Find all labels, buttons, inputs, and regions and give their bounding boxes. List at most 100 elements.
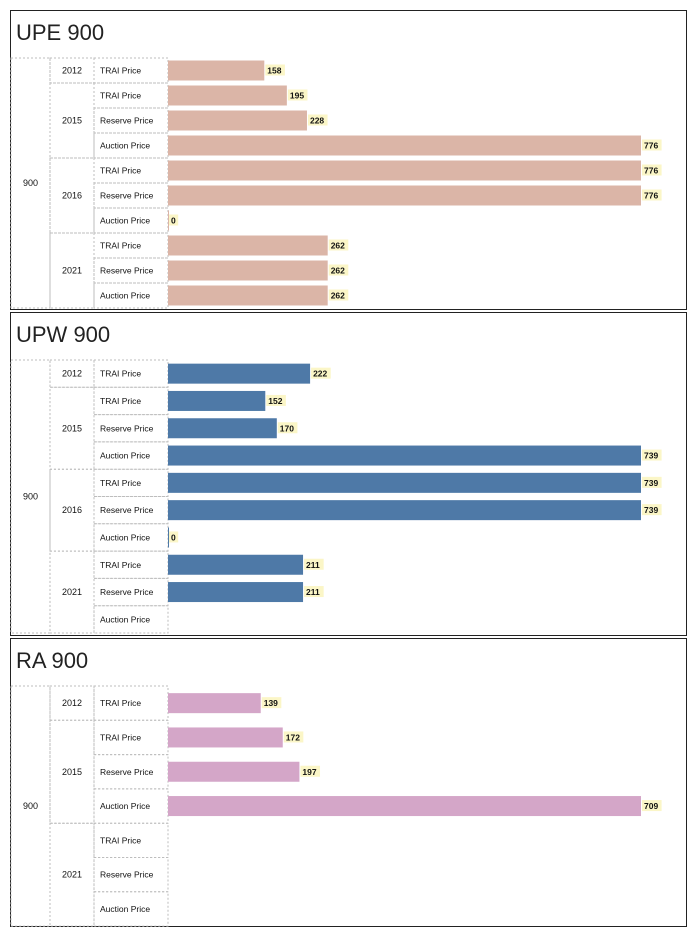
data-label-bg [642,449,662,461]
bar [168,285,328,306]
category-label: TRAI Price [100,396,141,406]
data-label: 195 [290,91,304,101]
bar [168,235,328,256]
bar [168,110,307,131]
data-label: 139 [264,698,278,708]
category-label: TRAI Price [100,66,141,76]
category-label: Auction Price [100,532,150,542]
category-cell [93,386,169,416]
category-cell [93,550,169,579]
category-label: Reserve Price [100,266,154,276]
bar [168,85,287,106]
bar [168,135,641,156]
data-label: 262 [331,241,345,251]
category-cell [93,891,169,927]
category-label: TRAI Price [100,241,141,251]
data-label: 262 [331,266,345,276]
category-label: TRAI Price [100,732,141,742]
bar [168,727,283,748]
data-label-bg [311,367,331,379]
data-label-bg [287,89,308,101]
category-label: Auction Price [100,904,150,914]
data-label-bg [169,214,179,226]
category-label: TRAI Price [100,835,141,845]
data-label-bg [307,114,328,126]
category-label: Reserve Price [100,505,154,515]
category-label: Auction Price [100,291,150,301]
category-cell [93,359,169,388]
data-label: 197 [302,767,316,777]
bar [168,693,261,714]
bar [168,60,265,81]
data-label-bg [266,394,286,406]
data-label-bg [328,264,349,276]
data-label-bg [265,64,285,76]
bar [168,160,641,181]
bar-chart-ra: 900 2012 TRAI Price 139 2015 TRAI Price 172 Res… [10,685,662,927]
category-label: TRAI Price [100,478,141,488]
data-label-bg [642,800,662,812]
year-label: 2015 [62,116,82,126]
chart-panel-upe: UPE 900 900 2012 TRAI Price 158 2015 TRAI Pri… [10,10,687,310]
category-label: Reserve Price [100,587,154,597]
data-label: 776 [644,166,658,176]
bar-chart-upe: 900 2012 TRAI Price 158 2015 TRAI Price 195 Res… [10,57,662,309]
year-label: 2016 [62,505,82,515]
data-label: 211 [306,587,320,597]
data-label: 739 [644,478,658,488]
data-label: 211 [306,560,320,570]
chart-panel-ra: RA 900 900 2012 TRAI Price 139 2015 TRAI Pric… [10,638,687,927]
data-label-bg [169,531,179,543]
data-label-bg [304,586,324,598]
category-label: Auction Price [100,801,150,811]
data-label: 739 [644,451,658,461]
data-label: 222 [313,369,327,379]
data-label-bg [261,697,282,709]
category-label: Reserve Price [100,767,154,777]
bar [168,554,304,575]
data-label-bg [642,164,662,176]
year-label: 2012 [62,369,82,379]
category-label: Reserve Price [100,116,154,126]
bar [168,472,641,493]
chart-title: RA 900 [16,648,89,673]
band-label: 900 [23,178,38,188]
band-label: 900 [23,801,38,811]
data-label: 0 [171,216,176,226]
data-label-bg [328,289,349,301]
data-label-bg [328,239,349,251]
year-label: 2012 [62,66,82,76]
year-label: 2015 [62,423,82,433]
year-label: 2021 [62,587,82,597]
category-cell [93,414,169,443]
year-label: 2015 [62,767,82,777]
category-label: Reserve Price [100,870,154,880]
year-label: 2012 [62,698,82,708]
category-label: Auction Price [100,141,150,151]
bar [168,185,641,206]
data-label: 172 [286,732,300,742]
category-label: TRAI Price [100,698,141,708]
category-label: Reserve Price [100,191,154,201]
data-label-bg [277,422,298,434]
bar-chart-upw: 900 2012 TRAI Price 222 2015 TRAI Price 152 Res… [10,359,662,634]
category-cell [93,282,169,309]
category-label: Auction Price [100,216,150,226]
bar [168,390,266,411]
bar [168,445,641,466]
chart-title: UPW 900 [16,322,111,347]
bar [168,260,328,281]
category-label: TRAI Price [100,166,141,176]
chart-panel-upw: UPW 900 900 2012 TRAI Price 222 2015 TRAI Pri… [10,312,687,636]
year-cell [49,822,95,927]
category-label: Auction Price [100,451,150,461]
data-label-bg [642,504,662,516]
category-cell [93,605,169,634]
data-label: 262 [331,291,345,301]
bar [168,500,641,521]
bar [168,796,641,817]
data-label: 228 [310,116,324,126]
data-label: 709 [644,801,658,811]
band-label: 900 [23,492,38,502]
category-cell [93,468,169,497]
